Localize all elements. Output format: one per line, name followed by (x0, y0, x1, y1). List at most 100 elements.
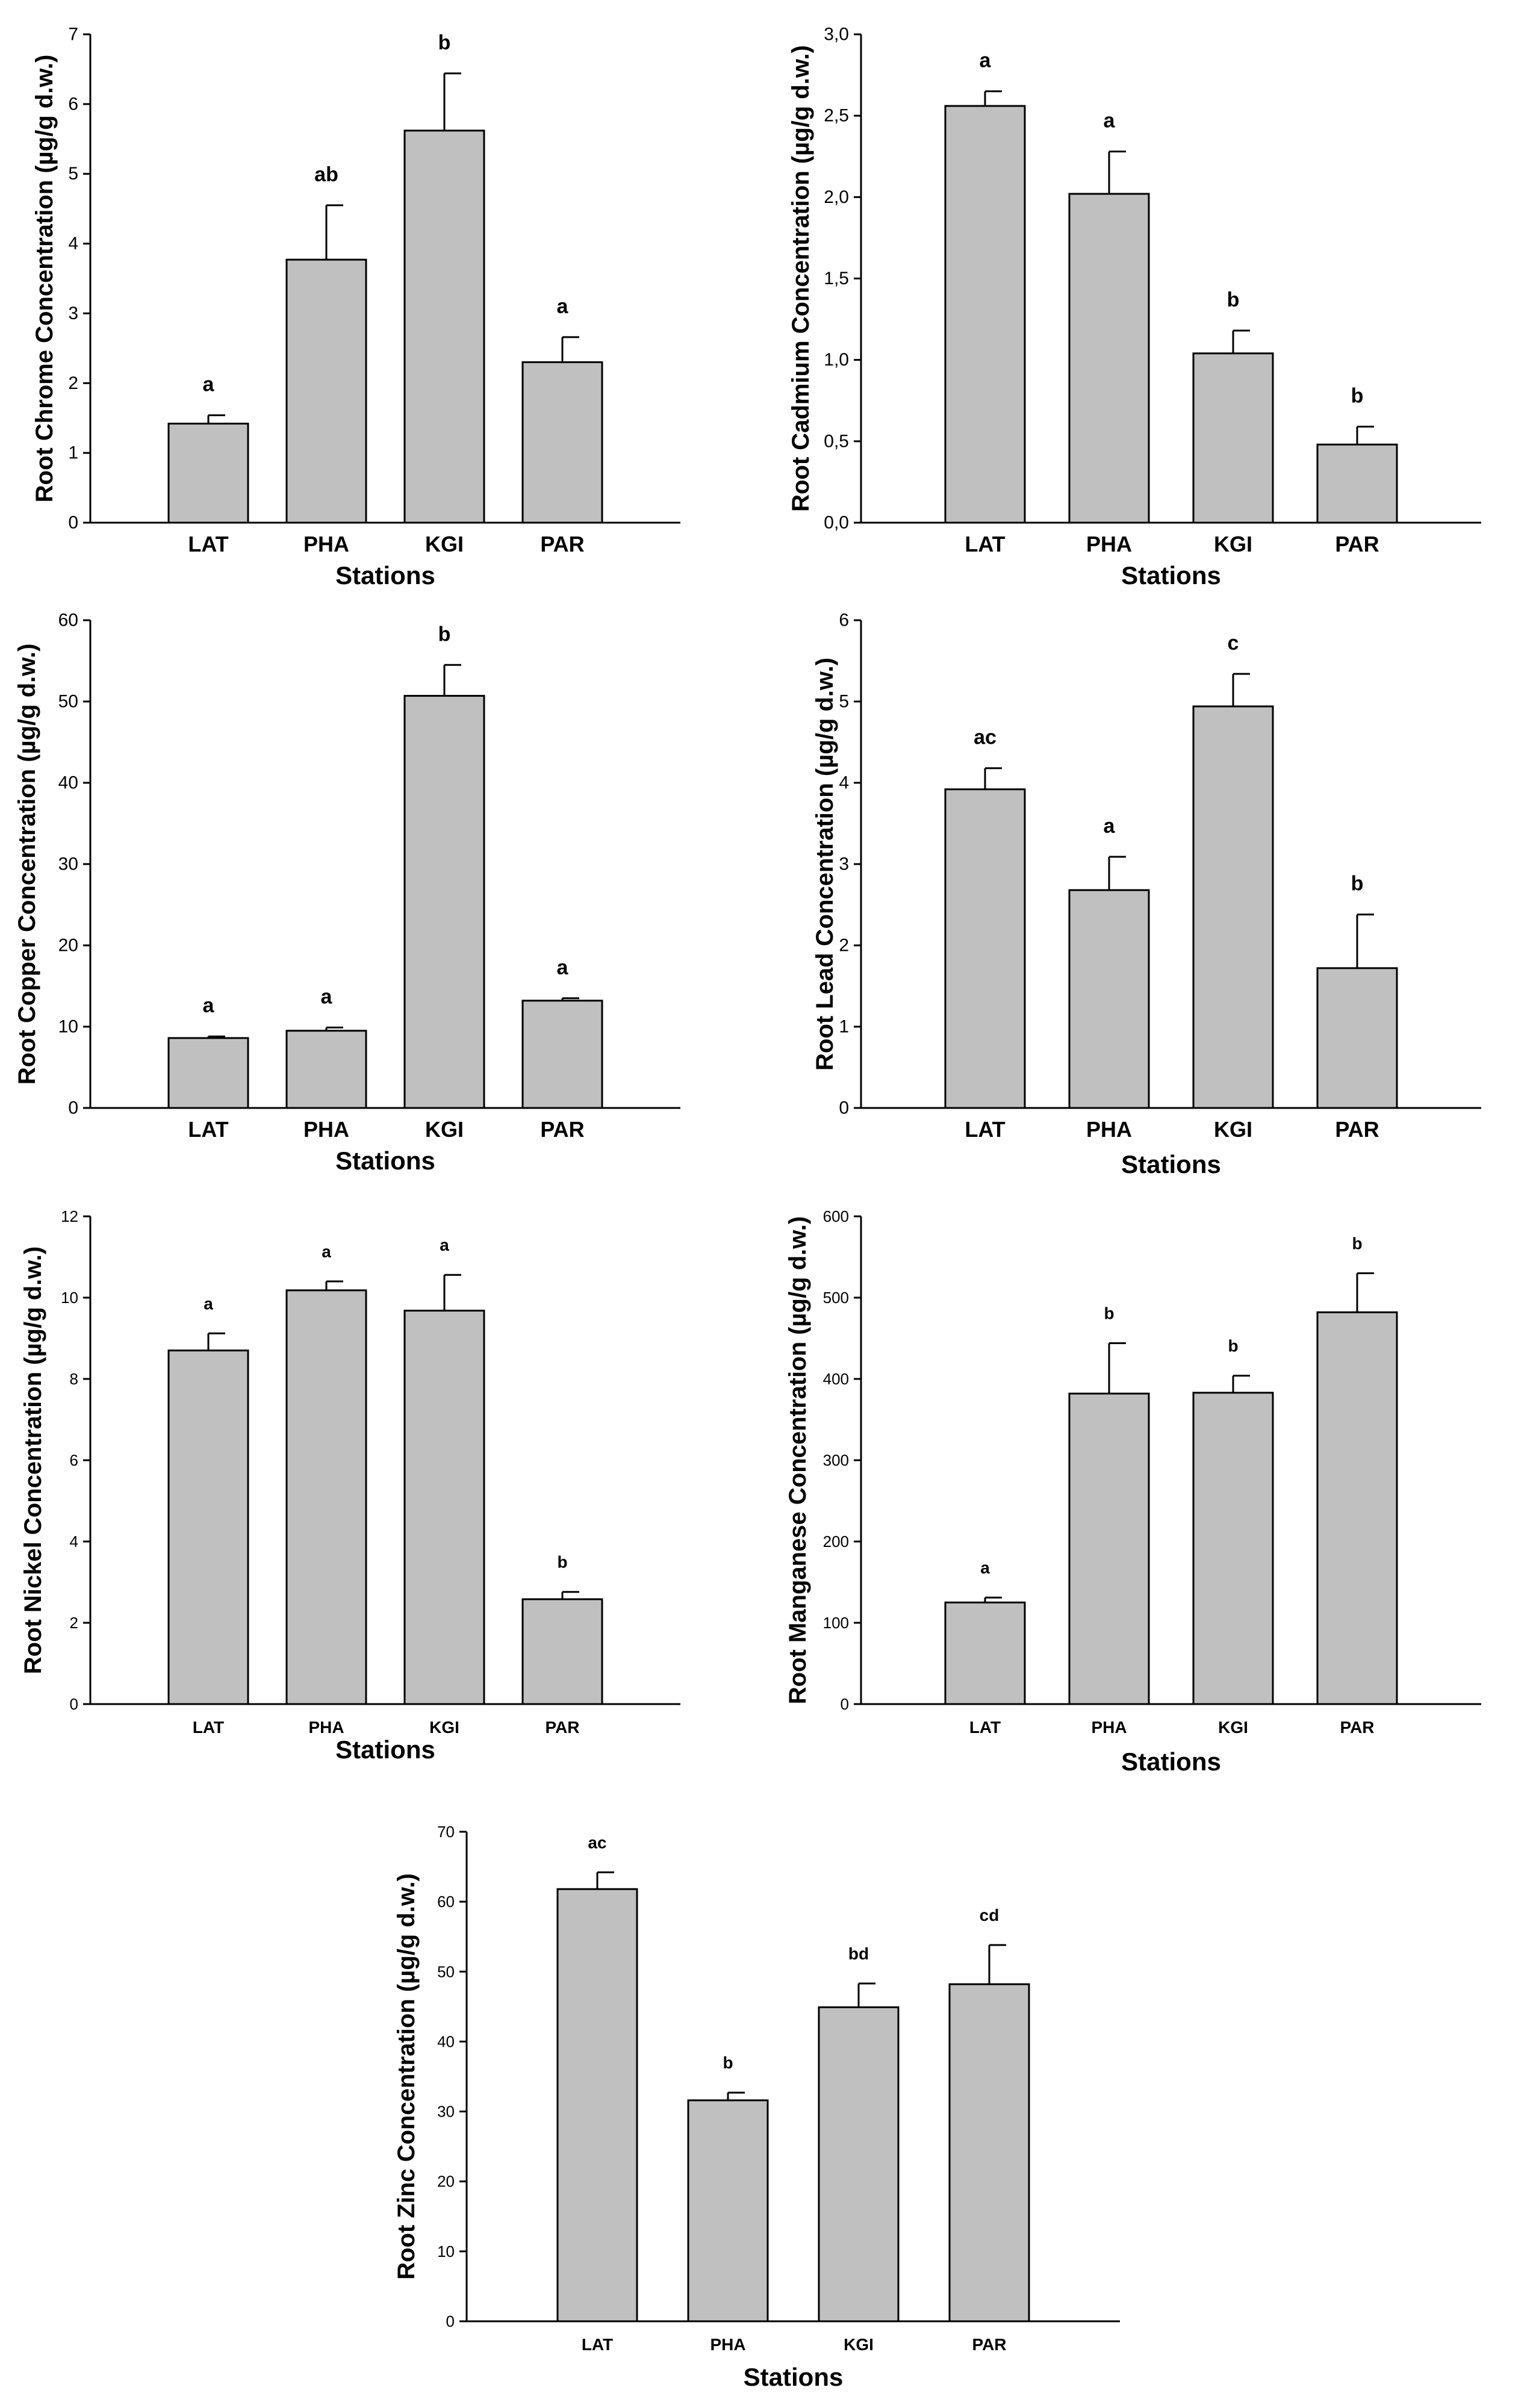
bar (948, 1983, 1030, 2322)
bar (403, 1310, 485, 1705)
y-tick-label: 5 (68, 164, 78, 184)
significance-letter: ac (588, 1833, 606, 1852)
bar (944, 1601, 1026, 1705)
y-tick-label: 30 (437, 2103, 455, 2121)
y-tick-label: 400 (823, 1370, 849, 1388)
significance-letter: a (557, 956, 569, 979)
significance-letter: b (1351, 385, 1364, 408)
significance-letter: b (1104, 1304, 1114, 1323)
x-tick-label: LAT (965, 1117, 1005, 1142)
x-tick-label: KGI (425, 1117, 464, 1142)
y-tick-label: 40 (58, 773, 78, 793)
x-tick-label: KGI (1218, 1718, 1248, 1737)
y-tick-label: 2 (70, 1614, 78, 1632)
significance-letter: ab (314, 163, 338, 186)
bar (1192, 1392, 1274, 1705)
bar (285, 1030, 367, 1109)
y-tick-label: 40 (437, 2032, 455, 2050)
bar (167, 1037, 249, 1109)
x-axis-title: Stations (1121, 1747, 1221, 1776)
y-tick-label: 5 (839, 692, 849, 712)
bar (521, 361, 603, 524)
x-tick-label: PHA (1091, 1718, 1127, 1737)
x-tick-label: PHA (710, 2335, 745, 2354)
significance-letter: b (438, 623, 451, 646)
y-tick-label: 60 (437, 1893, 455, 1911)
y-tick-label: 60 (58, 611, 78, 630)
y-axis-title: Root Manganese Concentration (µg/g d.w.) (785, 1216, 811, 1704)
x-tick-label: PHA (303, 1117, 349, 1142)
x-tick-label: LAT (188, 1117, 228, 1142)
y-tick-label: 2 (68, 373, 78, 393)
y-axis-title: Root Cadmium Concentration (µg/g d.w.) (788, 45, 814, 512)
y-tick-label: 3 (839, 854, 849, 874)
y-tick-label: 20 (437, 2173, 455, 2191)
bar (1068, 1392, 1150, 1705)
significance-letter: ac (974, 726, 996, 749)
y-tick-label: 1 (68, 443, 78, 463)
bar (944, 788, 1026, 1109)
y-tick-label: 30 (58, 854, 78, 874)
y-tick-label: 70 (437, 1823, 455, 1841)
significance-letter: a (203, 994, 215, 1017)
y-tick-label: 200 (823, 1532, 849, 1551)
bar (1316, 443, 1398, 524)
bar (167, 1349, 249, 1705)
x-tick-label: PAR (540, 1117, 584, 1142)
x-tick-label: KGI (429, 1718, 459, 1737)
x-tick-label: LAT (969, 1718, 1001, 1737)
significance-letter: b (1352, 1234, 1362, 1253)
x-tick-label: KGI (1214, 532, 1252, 556)
significance-letter: b (438, 31, 451, 54)
x-tick-label: PHA (1086, 1117, 1132, 1142)
x-axis-title: Stations (744, 2363, 844, 2391)
x-tick-label: LAT (582, 2335, 613, 2354)
x-tick-label: LAT (188, 532, 228, 556)
y-tick-label: 4 (839, 773, 849, 793)
y-axis-title: Root Nickel Concentration (µg/g d.w.) (20, 1246, 46, 1674)
y-tick-label: 20 (58, 936, 78, 956)
y-tick-label: 6 (68, 94, 78, 114)
bar (944, 105, 1026, 524)
y-tick-label: 10 (58, 1017, 78, 1037)
x-axis-title: Stations (335, 561, 435, 590)
bar (1192, 352, 1274, 524)
significance-letter: b (557, 1553, 567, 1572)
y-tick-label: 600 (823, 1207, 849, 1225)
y-tick-label: 3,0 (824, 25, 849, 45)
x-axis-title: Stations (1121, 561, 1221, 590)
y-axis-title: Root Copper Concentration (µg/g d.w.) (14, 644, 40, 1085)
x-tick-label: LAT (965, 532, 1005, 556)
x-tick-label: PAR (972, 2335, 1006, 2354)
significance-letter: a (203, 373, 215, 396)
bar (521, 1000, 603, 1109)
y-axis-title: Root Chrome Concentration (µg/g d.w.) (31, 55, 58, 503)
y-tick-label: 3 (68, 303, 78, 323)
y-tick-label: 0 (446, 2312, 455, 2330)
y-tick-label: 8 (70, 1370, 78, 1388)
y-axis-title: Root Zinc Concentration (µg/g d.w.) (393, 1873, 420, 2280)
y-tick-label: 7 (68, 25, 78, 45)
significance-letter: a (440, 1236, 449, 1254)
y-tick-label: 10 (437, 2242, 455, 2260)
y-tick-label: 4 (68, 234, 78, 254)
significance-letter: b (723, 2053, 733, 2072)
bar (403, 695, 485, 1109)
y-tick-label: 0 (70, 1695, 78, 1713)
significance-letter: b (1228, 1337, 1238, 1355)
y-tick-label: 6 (70, 1451, 78, 1469)
significance-letter: c (1228, 632, 1239, 655)
y-axis-title: Root Lead Concentration (µg/g d.w.) (812, 658, 838, 1071)
y-tick-label: 300 (823, 1451, 849, 1469)
significance-letter: a (322, 1242, 331, 1261)
x-axis-title: Stations (335, 1735, 435, 1764)
x-tick-label: LAT (193, 1718, 224, 1737)
significance-letter: a (1104, 815, 1116, 838)
bar (285, 1289, 367, 1705)
x-tick-label: PHA (1086, 532, 1132, 556)
